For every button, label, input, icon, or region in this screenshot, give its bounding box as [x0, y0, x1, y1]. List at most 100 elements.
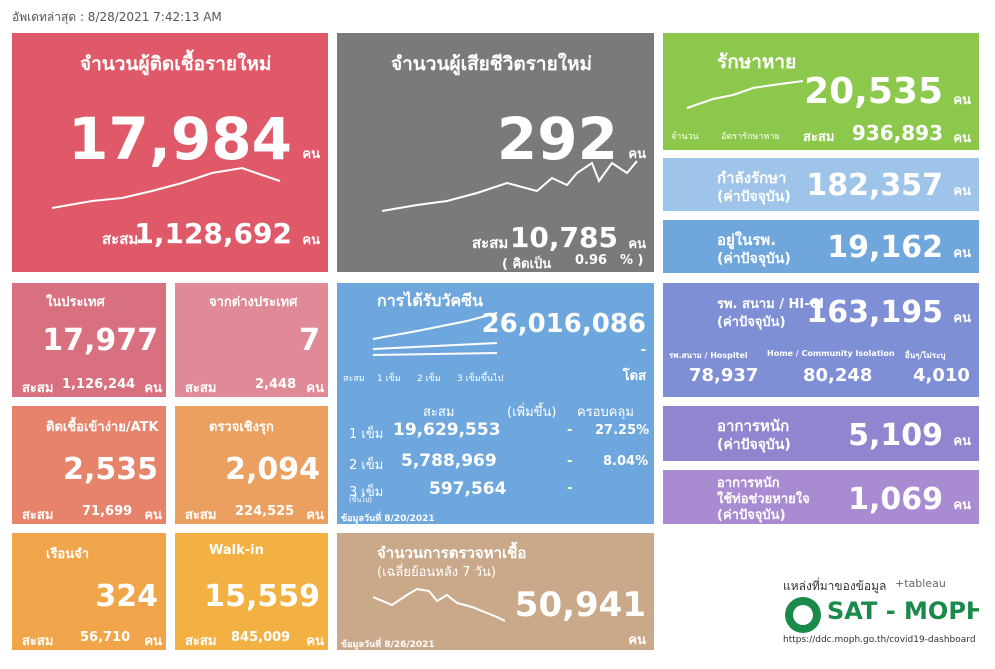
cum-label: สะสม [22, 634, 54, 649]
value: 15,559 [204, 579, 320, 614]
part-value: 80,248 [803, 365, 873, 386]
sparkline [372, 312, 498, 356]
col-header: ครอบคลุม [577, 405, 634, 420]
cell: 2 เข็ม [349, 458, 384, 473]
cum: 224,525 [235, 504, 295, 519]
title: อยู่ในรพ. [717, 231, 777, 249]
cum-label: สะสม [22, 381, 54, 396]
legend-item: จำนวน [671, 132, 699, 142]
treating-panel: กำลังรักษา (ค่าปัจจุบัน) 182,357 คน [663, 158, 979, 211]
date: ข้อมูลวันที่ 8/26/2021 [341, 640, 435, 650]
value: 2,535 [63, 452, 158, 487]
cum-label: สะสม [472, 234, 509, 252]
cum-unit: คน [306, 508, 324, 523]
title: กำลังรักษา [717, 169, 787, 187]
part-label: อื่นๆ/ไม่ระบุ [905, 351, 946, 360]
vaccine-panel: การได้รับวัคซีน 26,016,086 - โดส สะสม 1 … [337, 283, 654, 524]
value: 7 [299, 323, 320, 358]
unit: คน [953, 93, 971, 108]
sparkline [372, 587, 506, 622]
rate-open: ( คิดเป็น [502, 257, 552, 272]
cum: 2,448 [255, 377, 297, 392]
total: 26,016,086 [481, 309, 646, 339]
value: 324 [95, 579, 158, 614]
sparkline [51, 166, 281, 209]
cell: 1 เข็ม [349, 427, 384, 442]
unit: คน [953, 311, 971, 326]
small-panel: ติดเชื้อเข้าง่าย/ATK 2,535 สะสม 71,699 ค… [12, 406, 166, 524]
unit: คน [953, 184, 971, 199]
title: การได้รับวัคซีน [377, 291, 483, 310]
value: 163,195 [806, 295, 943, 330]
value: 2,094 [225, 452, 320, 487]
col-header: (เพิ่มขึ้น) [507, 405, 557, 420]
subtitle: (ค่าปัจจุบัน) [717, 189, 791, 205]
col-header: สะสม [423, 405, 455, 420]
small-panel: ในประเทศ 17,977 สะสม 1,126,244 คน [12, 283, 166, 397]
cum-label: สะสม [185, 508, 217, 523]
cum-unit: คน [306, 634, 324, 649]
title: จากต่างประเทศ [209, 295, 298, 310]
source-label: แหล่งที่มาของข้อมูล [783, 579, 887, 593]
subtitle: (เฉลี่ยย้อนหลัง 7 วัน) [377, 565, 496, 580]
subtitle: (ค่าปัจจุบัน) [717, 437, 791, 453]
unit: คน [953, 246, 971, 261]
unit: คน [628, 633, 646, 648]
severe-panel: อาการหนัก (ค่าปัจจุบัน) 5,109 คน [663, 406, 979, 461]
title: ติดเชื้อเข้าง่าย/ATK [46, 420, 159, 435]
legend-item: อัตรารักษาหาย [721, 132, 780, 142]
update-time: อัพเดทล่าสุด : 8/28/2021 7:42:13 AM [12, 10, 222, 24]
recovered-panel: รักษาหาย 20,535 คน จำนวน อัตรารักษาหาย ส… [663, 33, 979, 150]
tests-panel: จำนวนการตรวจหาเชื้อ (เฉลี่ยย้อนหลัง 7 วั… [337, 533, 654, 650]
cell: 597,564 [429, 479, 507, 499]
title: จำนวนการตรวจหาเชื้อ [377, 544, 527, 562]
cell: - [567, 423, 573, 438]
cum: 1,128,692 [134, 217, 292, 250]
cell-note: (ขึ้นไป) [349, 496, 372, 504]
value: 20,535 [804, 71, 943, 112]
title: รักษาหาย [717, 51, 797, 73]
value: 292 [496, 105, 618, 173]
legend-label: สะสม [343, 374, 365, 384]
cum: 845,009 [231, 630, 291, 645]
title: Walk-in [209, 543, 264, 558]
value: 1,069 [848, 482, 943, 517]
title-2: ใช้ท่อช่วยหายใจ [717, 492, 810, 507]
cell: 27.25% [595, 423, 650, 438]
subtitle: (ค่าปัจจุบัน) [717, 251, 791, 267]
subtitle: (ค่าปัจจุบัน) [717, 315, 786, 330]
title: อาการหนัก [717, 417, 790, 435]
small-panel: ตรวจเชิงรุก 2,094 สะสม 224,525 คน [175, 406, 328, 524]
title: เรือนจำ [46, 547, 90, 562]
part-value: 4,010 [913, 365, 970, 386]
title: จำนวนผู้ติดเชื้อรายใหม่ [80, 53, 272, 75]
cum-label: สะสม [185, 634, 217, 649]
part-value: 78,937 [689, 365, 759, 386]
cum-unit: คน [953, 131, 971, 146]
part-label: รพ.สนาม / Hospitel [669, 351, 748, 360]
title: จำนวนผู้เสียชีวิตรายใหม่ [391, 53, 593, 75]
legend-item: 2 เข็ม [417, 374, 441, 384]
change: - [640, 343, 646, 358]
value: 5,109 [848, 418, 943, 453]
part-label: Home / Community Isolation [767, 349, 895, 358]
value: 50,941 [514, 585, 646, 625]
url[interactable]: https://ddc.moph.go.th/covid19-dashboard [783, 635, 976, 645]
unit: โดส [622, 369, 646, 384]
value: 17,984 [68, 105, 292, 173]
cell: 19,629,553 [393, 420, 501, 440]
unit: คน [628, 147, 646, 162]
title: ตรวจเชิงรุก [209, 420, 274, 435]
subtitle: (ค่าปัจจุบัน) [717, 508, 786, 523]
org: SAT - MOPH [827, 597, 979, 625]
unit: คน [953, 434, 971, 449]
cell: - [567, 481, 573, 496]
value: 19,162 [827, 230, 943, 265]
sparkline [686, 80, 804, 109]
cum-label: สะสม [185, 381, 217, 396]
cum-unit: คน [144, 634, 162, 649]
unit: คน [302, 147, 320, 162]
cum-unit: คน [306, 381, 324, 396]
cum: 71,699 [82, 504, 133, 519]
